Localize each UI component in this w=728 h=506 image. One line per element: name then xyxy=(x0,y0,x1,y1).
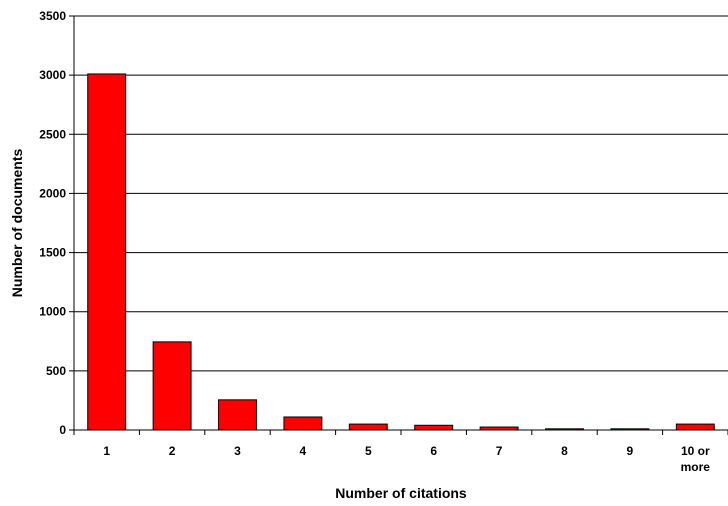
y-tick-labels: 0 500 1000 1500 2000 2500 3000 3500 xyxy=(39,9,66,437)
y-tick-label: 1500 xyxy=(39,246,66,260)
x-tick-label: 6 xyxy=(430,444,437,458)
y-tick-label: 2000 xyxy=(39,186,66,200)
x-tick-labels: 1 2 3 4 5 6 7 8 9 10 or more xyxy=(103,444,710,474)
x-tick-label: 3 xyxy=(234,444,241,458)
y-axis-title: Number of documents xyxy=(9,149,25,298)
bar xyxy=(152,341,192,431)
bars xyxy=(87,73,715,431)
x-tick-label: 1 xyxy=(103,444,110,458)
bar xyxy=(283,416,323,431)
y-tick-label: 500 xyxy=(46,364,66,378)
axes xyxy=(69,15,728,435)
x-tick-label: 5 xyxy=(365,444,372,458)
y-tick-label: 2500 xyxy=(39,127,66,141)
bar xyxy=(218,399,257,431)
x-tick-label: 9 xyxy=(627,444,634,458)
bar xyxy=(348,423,388,431)
x-tick-label: 10 or more xyxy=(681,444,711,474)
x-tick-label: 4 xyxy=(300,444,307,458)
bar xyxy=(675,423,715,431)
x-tick-label: 2 xyxy=(169,444,176,458)
bar xyxy=(414,424,454,431)
y-tick-label: 1000 xyxy=(39,305,66,319)
y-tick-label: 0 xyxy=(59,423,66,437)
x-tick-label: 8 xyxy=(561,444,568,458)
y-tick-label: 3500 xyxy=(39,9,66,23)
x-axis-title: Number of citations xyxy=(335,485,467,501)
bar xyxy=(87,73,127,431)
x-tick-label: 7 xyxy=(496,444,503,458)
gridlines xyxy=(74,15,728,372)
y-tick-label: 3000 xyxy=(39,68,66,82)
